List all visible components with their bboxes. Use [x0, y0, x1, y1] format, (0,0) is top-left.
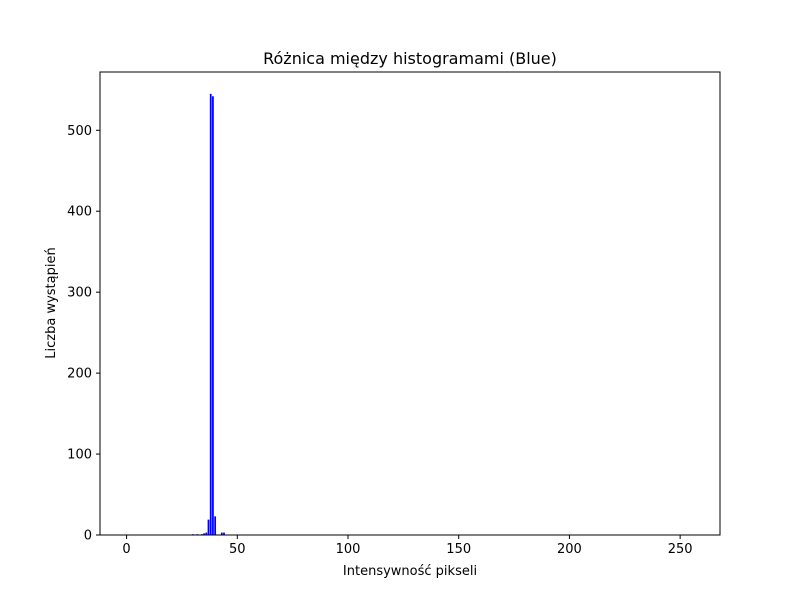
bar: [203, 533, 205, 535]
bar: [214, 516, 217, 535]
y-axis: 0 100 200 300 400 500: [67, 124, 100, 544]
y-tick-label: 300: [67, 286, 92, 301]
plot-area-frame: [99, 71, 721, 536]
x-tick-label: 100: [336, 542, 361, 557]
x-tick-label: 250: [668, 542, 693, 557]
y-tick-label: 200: [67, 367, 92, 382]
x-tick-label: 150: [446, 542, 471, 557]
bar: [220, 532, 223, 535]
chart-title: Różnica między histogramami (Blue): [263, 49, 557, 68]
bar: [212, 96, 214, 535]
y-tick-label: 0: [84, 529, 92, 544]
x-tick-label: 200: [557, 542, 582, 557]
bar: [205, 532, 208, 535]
y-axis-label: Liczba wystąpień: [44, 247, 59, 358]
x-tick-label: 50: [229, 542, 246, 557]
bar: [223, 532, 225, 535]
x-tick-label: 0: [122, 542, 130, 557]
y-tick-label: 500: [67, 124, 92, 139]
y-tick-label: 100: [67, 448, 92, 463]
y-tick-label: 400: [67, 205, 92, 220]
x-axis: 0 50 100 150 200 250: [122, 535, 693, 557]
bar: [207, 519, 210, 535]
x-axis-label: Intensywność pikseli: [343, 564, 477, 579]
bars-group: [192, 93, 225, 535]
bar: [209, 93, 212, 535]
